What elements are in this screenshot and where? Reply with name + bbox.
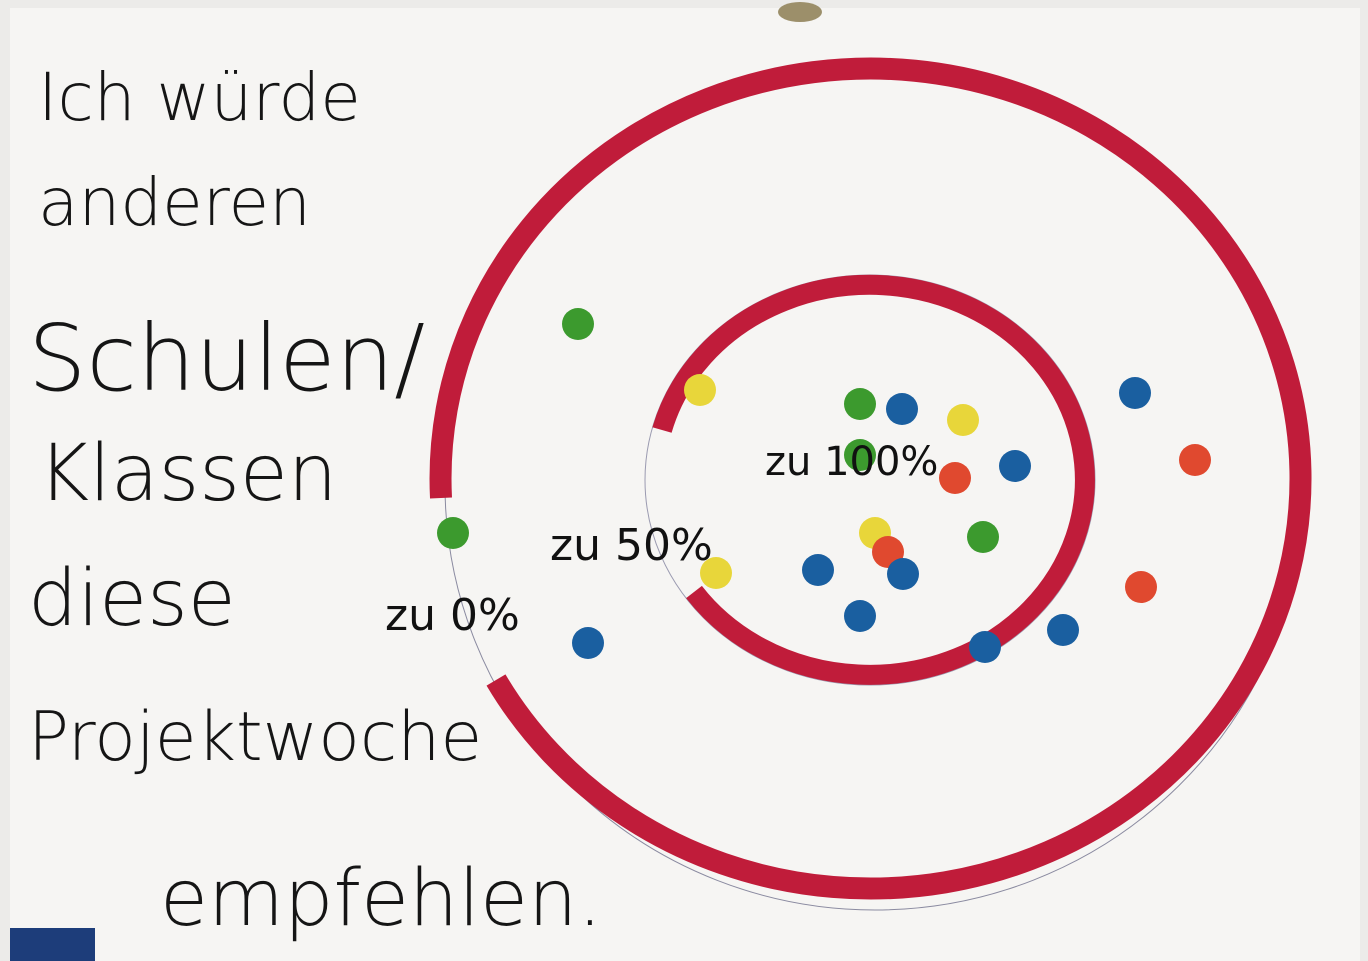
vote-dot [947, 404, 979, 436]
ring-label: zu 50% [550, 520, 713, 571]
poster-line: diese [28, 554, 236, 644]
vote-dot [802, 554, 834, 586]
ring-label: zu 0% [385, 590, 520, 641]
vote-dot [969, 631, 1001, 663]
vote-dot [1179, 444, 1211, 476]
vote-dot [887, 558, 919, 590]
poster-line: anderen [38, 164, 311, 241]
vote-dot [844, 388, 876, 420]
vote-dot [572, 627, 604, 659]
vote-dot [437, 517, 469, 549]
vote-dot [967, 521, 999, 553]
poster-line: Projektwoche [28, 698, 482, 777]
vote-dot [1119, 377, 1151, 409]
pin [778, 2, 822, 22]
poster-line: Schulen/ [28, 305, 425, 412]
vote-dot [562, 308, 594, 340]
vote-dot [844, 600, 876, 632]
poster-photo: Ich würde anderen Schulen/ Klassen diese… [0, 0, 1368, 961]
sticker [10, 928, 95, 961]
vote-dot [684, 374, 716, 406]
page: Ich würde anderen Schulen/ Klassen diese… [0, 0, 1368, 961]
vote-dot [1125, 571, 1157, 603]
ring-label: zu 100% [765, 439, 938, 485]
poster-line: Klassen [38, 429, 337, 519]
poster-line: empfehlen. [160, 854, 602, 944]
vote-dot [886, 393, 918, 425]
poster-line: Ich würde [38, 59, 361, 136]
vote-dot [1047, 614, 1079, 646]
vote-dot [939, 462, 971, 494]
vote-dot [999, 450, 1031, 482]
